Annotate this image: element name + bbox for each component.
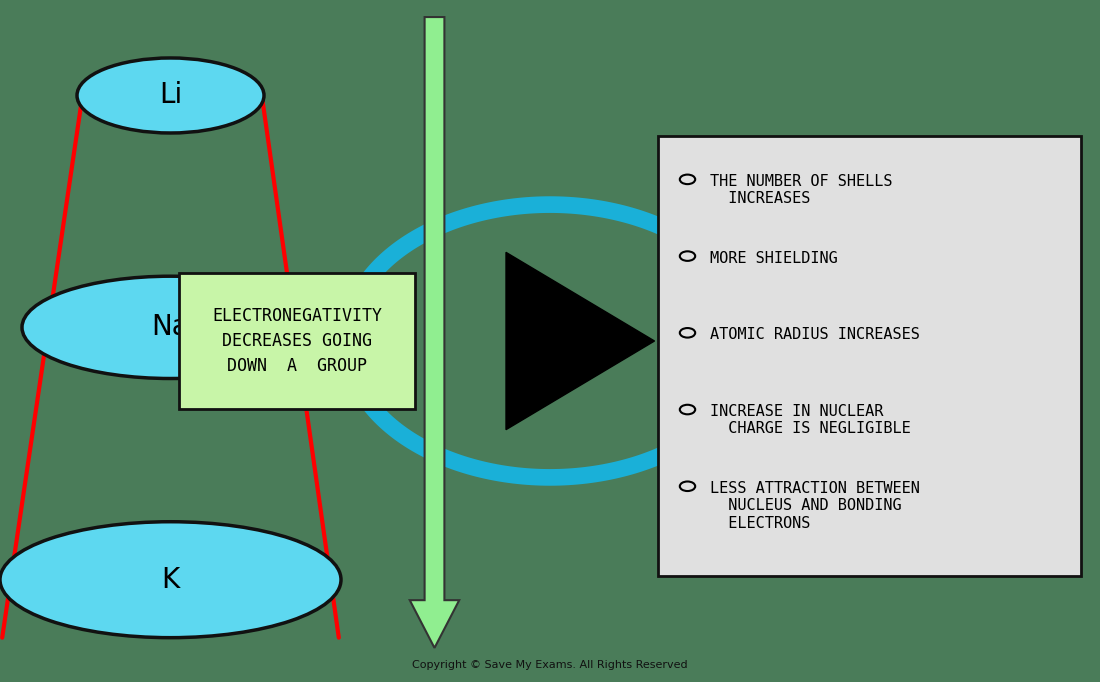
Ellipse shape (0, 522, 341, 638)
Text: Na: Na (152, 313, 189, 342)
Text: K: K (162, 565, 179, 594)
Polygon shape (506, 252, 654, 430)
Text: THE NUMBER OF SHELLS
  INCREASES: THE NUMBER OF SHELLS INCREASES (710, 174, 892, 207)
Text: Copyright © Save My Exams. All Rights Reserved: Copyright © Save My Exams. All Rights Re… (412, 659, 688, 670)
Text: LESS ATTRACTION BETWEEN
  NUCLEUS AND BONDING
  ELECTRONS: LESS ATTRACTION BETWEEN NUCLEUS AND BOND… (710, 481, 920, 531)
Text: MORE SHIELDING: MORE SHIELDING (710, 251, 837, 265)
Bar (179, 273, 416, 409)
Text: ELECTRONEGATIVITY
DECREASES GOING
DOWN  A  GROUP: ELECTRONEGATIVITY DECREASES GOING DOWN A… (212, 307, 382, 375)
Text: ATOMIC RADIUS INCREASES: ATOMIC RADIUS INCREASES (710, 327, 920, 342)
Text: INCREASE IN NUCLEAR
  CHARGE IS NEGLIGIBLE: INCREASE IN NUCLEAR CHARGE IS NEGLIGIBLE (710, 404, 911, 436)
Ellipse shape (22, 276, 319, 379)
Text: Li: Li (158, 81, 183, 110)
FancyArrow shape (409, 17, 460, 648)
Ellipse shape (77, 58, 264, 133)
Bar (658, 136, 1081, 576)
